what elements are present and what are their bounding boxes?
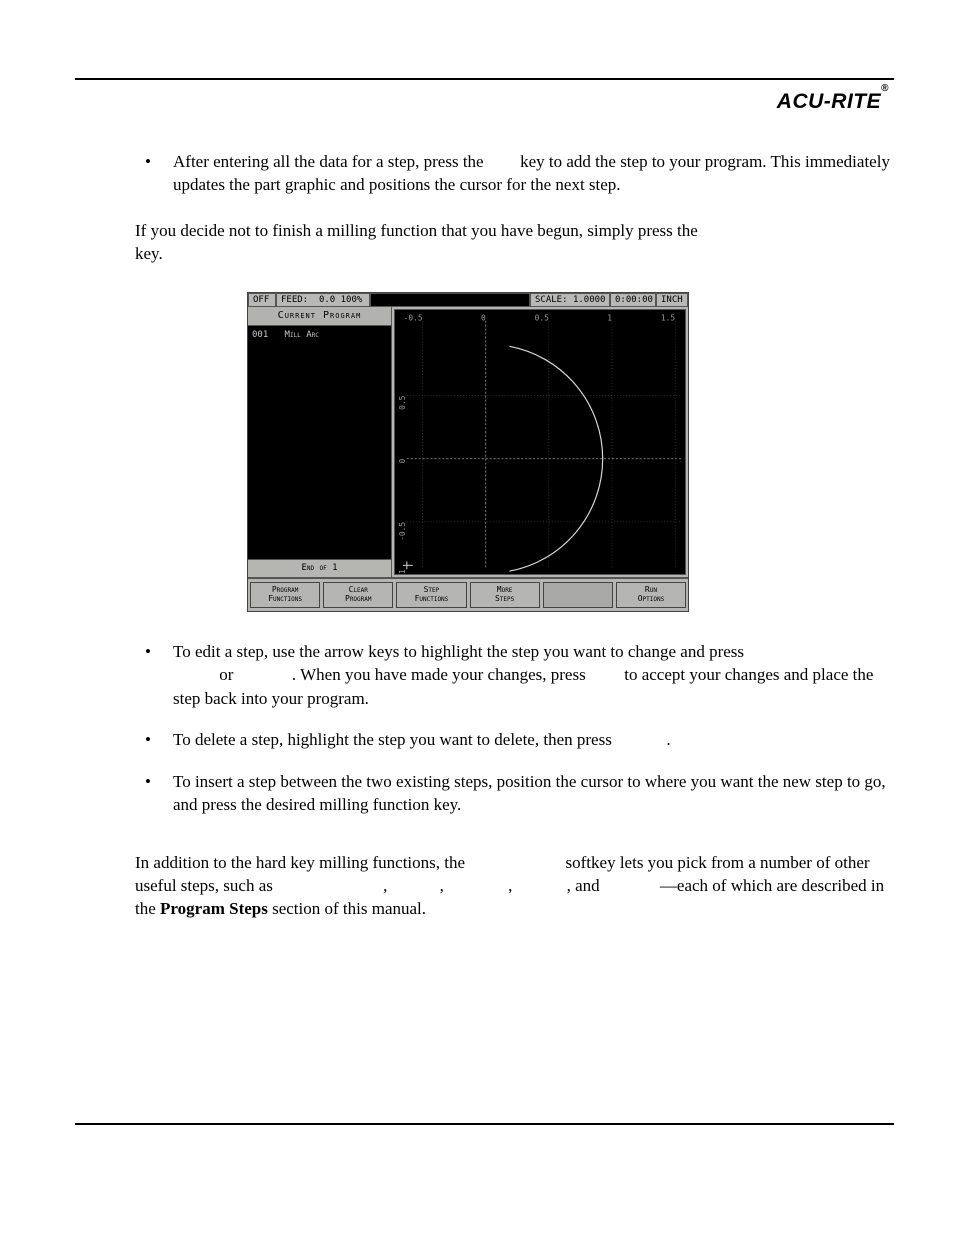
brand-text: ACU-RITE	[777, 90, 881, 113]
softkey-run-options[interactable]: RunOptions	[616, 582, 686, 608]
svg-text:0.5: 0.5	[398, 395, 407, 409]
text: To insert a step between the two existin…	[173, 772, 886, 814]
y-axis-labels: 0.5 0 -0.5 -1	[398, 395, 407, 574]
svg-text:-0.5: -0.5	[398, 521, 407, 540]
intro-bullet-1: After entering all the data for a step, …	[135, 150, 895, 197]
svg-text:-1: -1	[398, 569, 407, 574]
feed-value: 0.0 100%	[319, 294, 362, 306]
text: To delete a step, highlight the step you…	[173, 730, 616, 749]
program-panel: Current Program 001 Mill Arc End of 1	[248, 307, 392, 577]
use-key-placeholder	[488, 154, 516, 169]
feed-label: FEED:	[281, 294, 308, 306]
page-rule-top	[75, 78, 894, 80]
scale-value: 1.0000	[573, 294, 606, 306]
sk-line2: Functions	[415, 595, 449, 603]
program-panel-title: Current Program	[248, 307, 391, 326]
sk-line2: Steps	[495, 595, 514, 603]
text: ,	[440, 876, 449, 895]
softkey-blank	[543, 582, 613, 608]
svg-text:-0.5: -0.5	[404, 313, 423, 322]
bullet-insert-step: To insert a step between the two existin…	[135, 770, 895, 817]
program-step-list: 001 Mill Arc	[248, 326, 391, 560]
text: . When you have made your changes, press	[292, 665, 590, 684]
sk-line2: Functions	[268, 595, 302, 603]
softkey-program-functions[interactable]: ProgramFunctions	[250, 582, 320, 608]
grid-vertical	[423, 320, 676, 567]
registered-mark: ®	[881, 83, 889, 94]
cancel-key-placeholder	[702, 223, 738, 238]
intro-bullets: After entering all the data for a step, …	[135, 150, 895, 197]
after-bullets: To edit a step, use the arrow keys to hi…	[135, 640, 895, 817]
svg-text:0: 0	[398, 458, 407, 463]
status-feed: FEED: 0.0 100%	[276, 293, 370, 307]
status-spacer	[370, 293, 530, 307]
page-content: After entering all the data for a step, …	[135, 150, 895, 935]
svg-text:0: 0	[481, 313, 486, 322]
more-steps-paragraph: In addition to the hard key milling func…	[135, 851, 895, 921]
softkey-row: ProgramFunctions ClearProgram StepFuncti…	[248, 577, 688, 611]
softkey-more-steps[interactable]: MoreSteps	[470, 582, 540, 608]
status-unit: INCH	[656, 293, 688, 307]
text: After entering all the data for a step, …	[173, 152, 488, 171]
text: To edit a step, use the arrow keys to hi…	[173, 642, 744, 661]
softkey-clear-program[interactable]: ClearProgram	[323, 582, 393, 608]
program-panel-footer: End of 1	[248, 559, 391, 576]
crosshair	[407, 320, 681, 567]
status-bar: OFF FEED: 0.0 100% SCALE: 1.0000 0:00:00…	[248, 293, 688, 307]
program-steps-bold: Program Steps	[160, 899, 268, 918]
text: , and	[567, 876, 604, 895]
softkey-step-functions[interactable]: StepFunctions	[396, 582, 466, 608]
intro-para-2: If you decide not to finish a milling fu…	[135, 219, 895, 266]
brand-logo: ACU-RITE®	[777, 90, 889, 114]
step-name: Mill Arc	[285, 330, 319, 340]
svg-text:1.5: 1.5	[661, 313, 675, 322]
plot-svg: -0.5 0 0.5 1 1.5 0.5 0 -0.5 -1	[395, 310, 685, 574]
text: or	[219, 665, 237, 684]
text: ,	[508, 876, 517, 895]
bullet-delete-step: To delete a step, highlight the step you…	[135, 728, 895, 751]
status-scale: SCALE: 1.0000	[530, 293, 610, 307]
text: section of this manual.	[268, 899, 426, 918]
x-axis-labels: -0.5 0 0.5 1 1.5	[404, 313, 676, 322]
status-time: 0:00:00	[610, 293, 656, 307]
origin-marker	[403, 561, 413, 569]
page-rule-bottom	[75, 1123, 894, 1125]
text: In addition to the hard key milling func…	[135, 853, 469, 872]
text: If you decide not to finish a milling fu…	[135, 221, 702, 240]
sk-line2: Program	[345, 595, 372, 603]
sk-line2: Options	[638, 595, 665, 603]
svg-text:0.5: 0.5	[535, 313, 549, 322]
cnc-screenshot: OFF FEED: 0.0 100% SCALE: 1.0000 0:00:00…	[247, 292, 689, 612]
part-graphic-plot: -0.5 0 0.5 1 1.5 0.5 0 -0.5 -1	[394, 309, 686, 575]
scale-label: SCALE:	[535, 294, 568, 306]
bullet-edit-step: To edit a step, use the arrow keys to hi…	[135, 640, 895, 710]
svg-text:1: 1	[607, 313, 612, 322]
status-off: OFF	[248, 293, 276, 307]
text: .	[666, 730, 670, 749]
text: key.	[135, 244, 163, 263]
step-number: 001	[252, 330, 268, 340]
cnc-screen: OFF FEED: 0.0 100% SCALE: 1.0000 0:00:00…	[247, 292, 689, 612]
screen-body: Current Program 001 Mill Arc End of 1	[248, 307, 688, 577]
text: ,	[383, 876, 392, 895]
